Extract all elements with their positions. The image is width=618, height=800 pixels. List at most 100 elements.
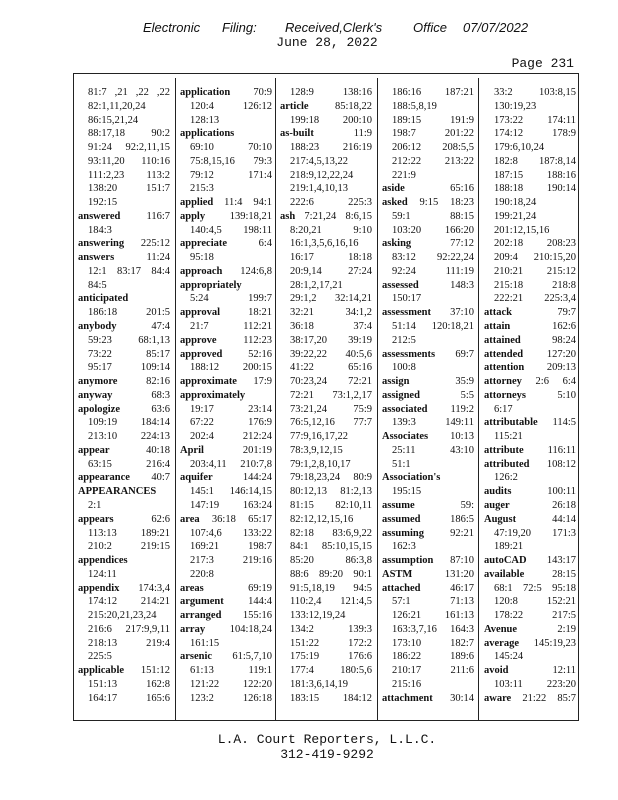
index-refs: 10:13 <box>450 431 474 443</box>
index-refs-line: 111:2,23 113:2 <box>88 169 170 181</box>
index-refs-line: 78:3,9,12,15 <box>290 444 343 456</box>
index-box <box>73 73 579 721</box>
index-refs: 124:6,8 <box>240 265 272 277</box>
index-term: attain <box>484 321 511 333</box>
index-refs-line: 68:1 72:5 95:18 <box>494 582 576 594</box>
index-entry: appreciate 6:4 <box>180 237 272 251</box>
index-refs: 116:11 <box>547 444 576 456</box>
index-refs-line: 73:22 85:17 <box>88 348 170 360</box>
index-refs-line: 36:18 37:4 <box>290 321 372 333</box>
index-column: 81:7 ,21 ,22 ,22 82:1,11,20,24 86:15,21,24… <box>78 86 170 705</box>
index-refs-line: 57:1 71:13 <box>392 596 474 608</box>
index-term: aside <box>382 183 405 195</box>
index-refs-line: 215:16 <box>392 678 422 690</box>
index-term: answering <box>78 238 125 250</box>
index-refs-line: 70:23,24 72:21 <box>290 376 372 388</box>
index-refs: 144:4 <box>248 596 272 608</box>
index-term: appendix <box>78 582 120 594</box>
index-refs: 40:7 <box>151 472 170 484</box>
index-refs-line: 219:1,4,10,13 <box>290 183 349 195</box>
index-term: average <box>484 637 519 649</box>
index-refs-line: 213:10 224:13 <box>88 431 170 443</box>
stamp-word: Filing: <box>222 20 257 35</box>
index-refs-line: 81:15 82:10,11 <box>290 499 372 511</box>
index-term: appreciate <box>180 238 228 250</box>
index-term: attachment <box>382 692 433 704</box>
index-refs-line: 161:15 <box>190 637 220 649</box>
index-term: assumption <box>382 555 434 567</box>
index-entry: appears 62:6 <box>78 513 170 527</box>
index-term: ASTM <box>382 568 413 580</box>
index-refs-line: 215:20,21,23,24 <box>88 610 157 622</box>
index-refs-line: 199:18 200:10 <box>290 114 372 126</box>
index-refs: 59: <box>460 499 474 511</box>
index-refs-line: 174:12 178:9 <box>494 128 576 140</box>
index-refs: 44:14 <box>552 513 576 525</box>
index-refs-line: 75:8,15,16 79:3 <box>190 155 272 167</box>
index-term: applied <box>180 197 214 209</box>
index-refs-line: 164:17 165:6 <box>88 692 170 704</box>
index-entry: area 36:18 65:17 <box>180 513 272 527</box>
index-term: application <box>180 87 231 98</box>
index-refs-line: 82:18 83:6,9,22 <box>290 527 372 539</box>
index-term: arsenic <box>180 651 213 663</box>
index-entry: areas 69:19 <box>180 582 272 596</box>
index-refs-line: 95:17 109:14 <box>88 362 170 374</box>
index-refs-line: 174:12 214:21 <box>88 596 170 608</box>
index-refs-line: 192:15 <box>88 197 118 209</box>
index-refs: 5:5 <box>460 389 474 401</box>
index-refs: 77:12 <box>450 238 474 250</box>
index-entry: attachment 30:14 <box>382 692 474 706</box>
index-term: arranged <box>180 610 222 622</box>
index-refs-line: 188:23 216:19 <box>290 142 372 154</box>
index-term: approved <box>180 348 223 360</box>
index-refs-line: 215:18 218:8 <box>494 279 576 291</box>
index-refs-line: 95:18 <box>190 252 214 264</box>
index-refs-line: 123:2 126:18 <box>190 692 272 704</box>
index-entry: assessed 148:3 <box>382 279 474 293</box>
index-term: audits <box>484 486 512 498</box>
index-refs-line: 73:21,24 75:9 <box>290 403 372 415</box>
index-refs: 98:24 <box>552 334 576 346</box>
index-refs: 68:3 <box>151 389 170 401</box>
index-refs-line: 199:21,24 <box>494 210 537 222</box>
index-entry: August 44:14 <box>484 513 576 527</box>
index-refs: 145:19,23 <box>533 637 576 649</box>
index-refs-line: 206:12 208:5,5 <box>392 142 474 154</box>
index-term: ash <box>280 210 296 222</box>
index-entry: Association's <box>382 471 474 485</box>
index-term: asked <box>382 197 408 209</box>
index-refs-line: 20:9,14 27:24 <box>290 265 372 277</box>
index-entry: assumption 87:10 <box>382 554 474 568</box>
index-term: anybody <box>78 321 117 333</box>
footer-phone: 312-419-9292 <box>280 747 374 762</box>
index-refs: 26:18 <box>552 499 576 511</box>
index-refs-line: 195:15 <box>392 486 422 498</box>
index-entry: article 85:18,22 <box>280 100 372 114</box>
index-refs-line: 203:4,11 210:7,8 <box>190 458 272 470</box>
index-refs: 119:2 <box>450 403 474 415</box>
index-entry: aquifer 144:24 <box>180 471 272 485</box>
index-term: approve <box>180 334 217 346</box>
stamp-word: Received,Clerk's <box>285 20 383 35</box>
index-refs-line: 8:20,21 9:10 <box>290 224 372 236</box>
index-refs: 108:12 <box>546 458 576 470</box>
index-term: available <box>484 568 525 580</box>
index-refs-line: 28:1,2,17,21 <box>290 279 343 291</box>
index-refs: 30:14 <box>450 692 474 704</box>
index-refs-line: 225:5 <box>88 651 112 663</box>
index-entry: appearance 40:7 <box>78 471 170 485</box>
index-entry: attention 209:13 <box>484 361 576 375</box>
index-refs: 87:10 <box>450 555 474 567</box>
index-refs-line: 93:11,20 110:16 <box>88 155 170 167</box>
index-refs-line: 188:12 200:15 <box>190 362 272 374</box>
index-entry: apologize 63:6 <box>78 403 170 417</box>
index-entry: answered 116:7 <box>78 210 170 224</box>
stamp-word: Office <box>413 20 447 35</box>
index-refs-line: 47:19,20 171:3 <box>494 527 576 539</box>
index-term: assign <box>382 376 410 388</box>
index-column: 33:2 103:8,15 130:19,23 173:22 174:11 174:1… <box>484 86 576 705</box>
index-entry: approximately <box>180 389 272 403</box>
index-refs: 40:18 <box>146 444 170 456</box>
index-refs: 148:3 <box>450 279 474 291</box>
